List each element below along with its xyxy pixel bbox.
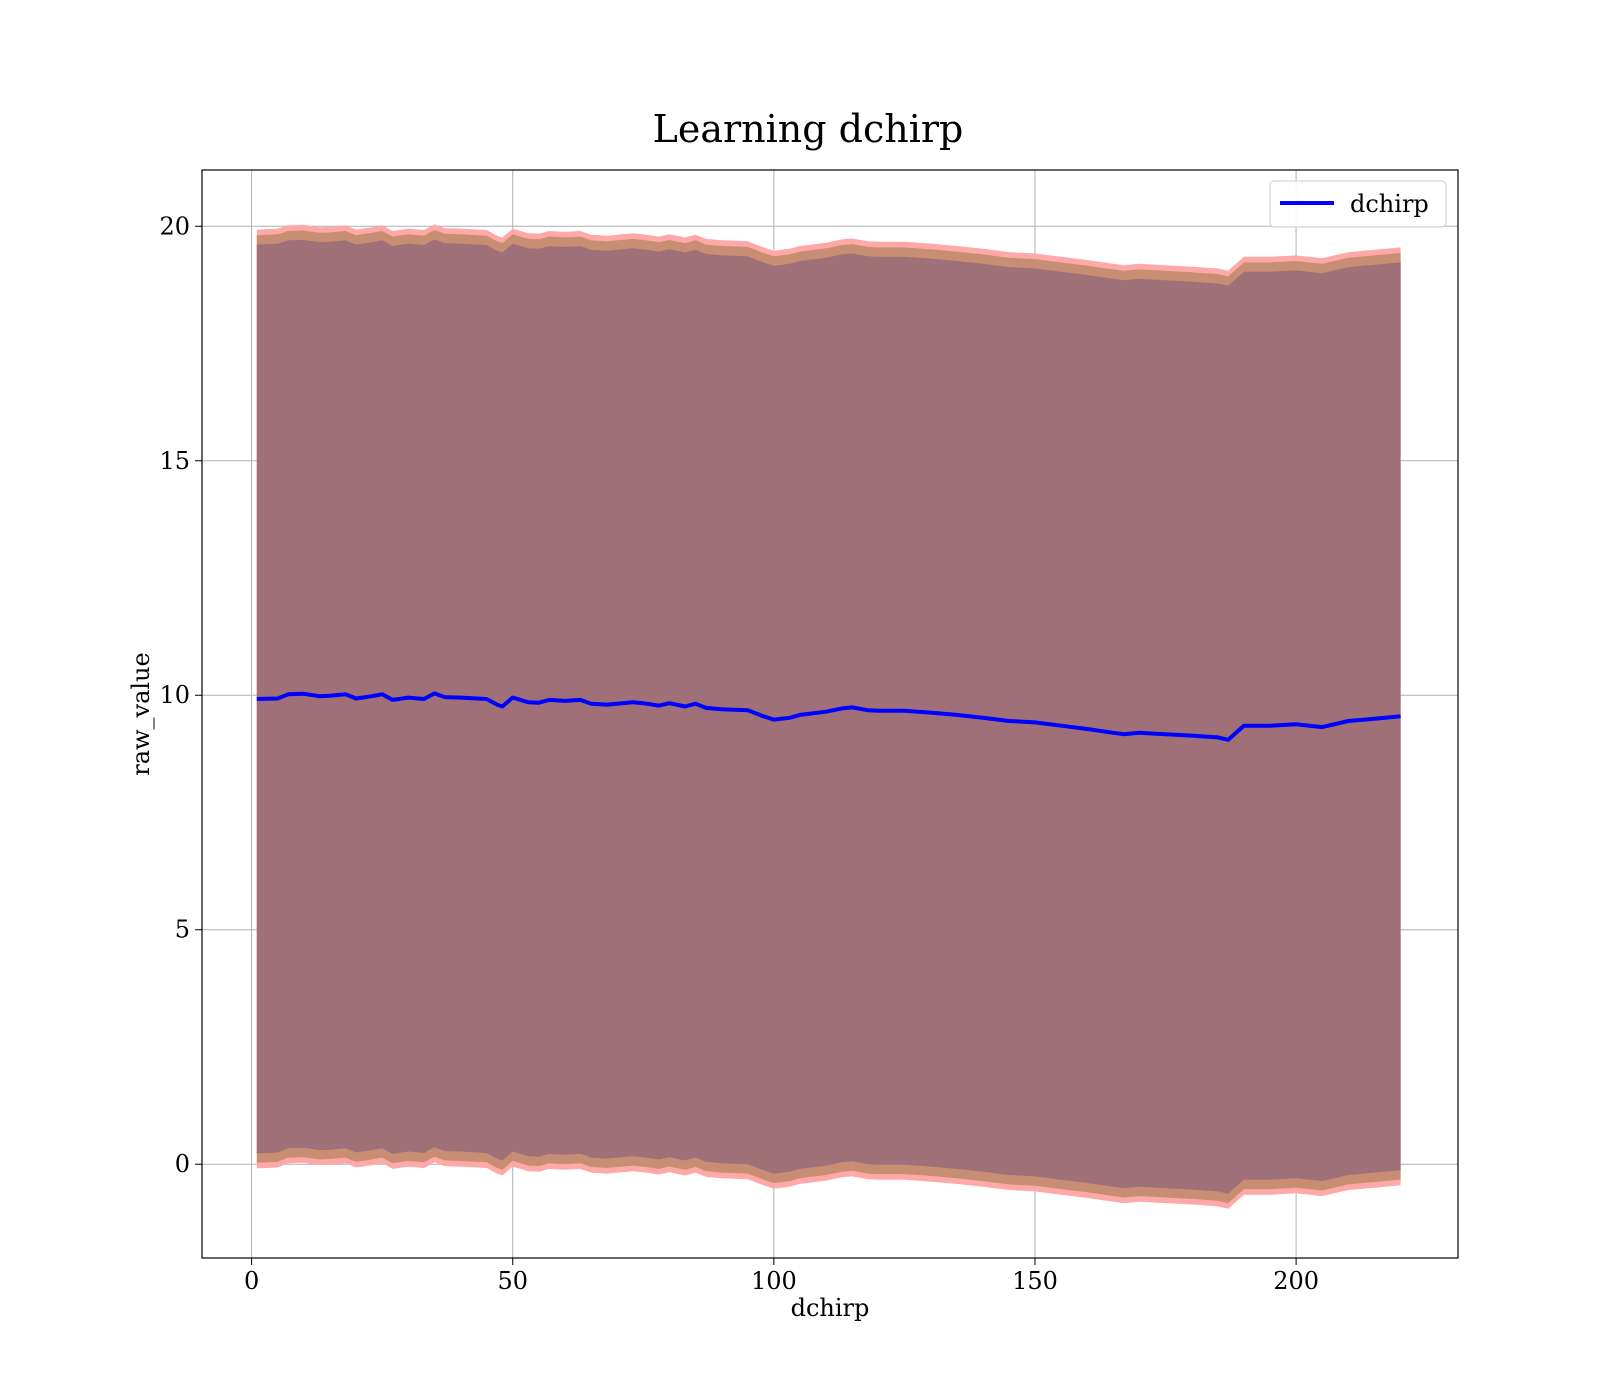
legend-label: dchirp <box>1350 190 1429 218</box>
legend: dchirp <box>1269 180 1447 228</box>
confidence-bands <box>256 224 1401 1209</box>
x-tick-label: 50 <box>497 1267 528 1295</box>
inner-band <box>256 239 1401 1194</box>
series-lines <box>256 691 1401 742</box>
axis-ticks: 0 50 100 150 200 0 5 10 15 20 <box>159 212 1319 1295</box>
y-tick-label: 15 <box>159 447 190 475</box>
legend-box <box>1269 180 1447 228</box>
x-axis-label: dchirp <box>791 1294 870 1322</box>
y-tick-label: 20 <box>159 212 190 240</box>
plot-frame <box>201 169 1459 1259</box>
y-tick-label: 10 <box>159 681 190 709</box>
y-tick-label: 0 <box>175 1150 190 1178</box>
y-tick-label: 5 <box>175 916 190 944</box>
x-tick-label: 0 <box>244 1267 259 1295</box>
x-tick-label: 100 <box>751 1267 797 1295</box>
x-tick-label: 200 <box>1273 1267 1319 1295</box>
chart-title: Learning dchirp <box>653 107 964 151</box>
y-axis-label: raw_value <box>127 652 155 776</box>
x-tick-label: 150 <box>1012 1267 1058 1295</box>
series-line-dchirp <box>256 691 1401 742</box>
